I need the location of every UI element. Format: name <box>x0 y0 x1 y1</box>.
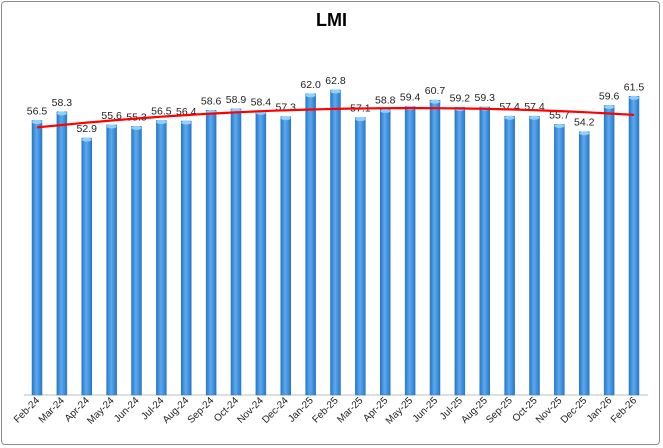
data-label: 59.2 <box>450 92 471 104</box>
data-label: 59.3 <box>475 92 496 104</box>
bar-Feb-25 <box>330 89 341 396</box>
bar-Aug-24 <box>181 120 192 396</box>
bar-Jun-25 <box>429 99 441 396</box>
data-label: 59.4 <box>400 91 421 103</box>
data-label: 55.6 <box>101 110 122 122</box>
bar-Dec-24 <box>280 116 291 396</box>
data-label: 56.5 <box>27 106 48 118</box>
data-label: 58.6 <box>201 95 222 107</box>
x-tick-label: Sep-25 <box>484 395 515 426</box>
x-tick-label: Jun-25 <box>411 395 441 425</box>
data-label: 58.8 <box>375 94 396 106</box>
bar-cap <box>305 93 316 98</box>
x-tick-label: Dec-25 <box>559 395 590 426</box>
bar-cap <box>106 124 117 129</box>
bar-cap <box>181 120 192 125</box>
data-label: 52.9 <box>77 123 98 135</box>
x-tick-label: Sep-24 <box>186 395 217 426</box>
data-label: 58.3 <box>52 97 73 109</box>
bar-cap <box>579 131 590 136</box>
bar-Apr-24 <box>81 137 92 396</box>
x-tick-label: May-25 <box>384 395 416 427</box>
bar-cap <box>330 89 341 94</box>
x-tick-label: Aug-25 <box>459 395 490 426</box>
bar-Nov-25 <box>554 124 565 396</box>
bar-Nov-24 <box>255 111 267 396</box>
bar-Jan-25 <box>305 93 316 396</box>
x-tick-label: Feb-24 <box>12 395 42 425</box>
x-tick-label: Nov-25 <box>534 395 565 426</box>
bar-cap <box>81 137 92 142</box>
bar-Dec-25 <box>579 131 590 396</box>
data-label: 59.6 <box>599 91 620 103</box>
bar-May-24 <box>106 124 117 396</box>
bar-Feb-24 <box>31 120 43 396</box>
bar-Sep-24 <box>205 110 217 396</box>
bar-cap <box>131 125 142 130</box>
data-label: 54.2 <box>574 117 595 129</box>
x-tick-label: Feb-25 <box>310 395 340 425</box>
bar-Sep-25 <box>504 115 515 396</box>
bar-Mar-24 <box>56 111 68 396</box>
bar-cap <box>554 123 565 128</box>
x-tick-label: Nov-24 <box>235 395 266 426</box>
bar-Apr-25 <box>380 109 391 396</box>
bar-cap <box>355 117 366 122</box>
bar-Mar-25 <box>355 117 366 396</box>
bar-Jan-26 <box>603 105 615 396</box>
data-label: 62.8 <box>325 75 346 87</box>
bar-cap <box>380 108 391 113</box>
bar-Feb-26 <box>628 96 640 396</box>
data-label: 58.4 <box>251 96 272 108</box>
bar-cap <box>56 111 67 116</box>
data-label: 62.0 <box>300 79 321 91</box>
bar-cap <box>156 120 167 125</box>
trendline <box>36 107 635 129</box>
data-label: 56.5 <box>151 106 172 118</box>
bar-Jun-24 <box>131 126 142 396</box>
x-tick-label: Dec-24 <box>260 395 291 426</box>
data-label: 55.7 <box>549 109 570 121</box>
bar-cap <box>604 105 615 110</box>
x-tick-label: Feb-26 <box>609 395 639 425</box>
bar-cap <box>529 115 540 120</box>
data-label: 57.3 <box>276 102 297 114</box>
bar-May-25 <box>404 106 416 396</box>
bar-Aug-25 <box>479 106 490 396</box>
bar-Oct-24 <box>230 108 242 396</box>
bar-Jul-25 <box>454 107 466 396</box>
x-tick-label: Jun-24 <box>112 395 142 425</box>
bar-cap <box>280 116 291 121</box>
bar-Jul-24 <box>156 120 167 396</box>
data-label: 60.7 <box>425 85 446 97</box>
data-label: 58.9 <box>226 94 247 106</box>
data-label: 57.4 <box>499 101 520 113</box>
bar-Oct-25 <box>529 115 540 396</box>
x-tick-label: Aug-24 <box>161 395 192 426</box>
x-tick-label: Mar-24 <box>37 395 67 425</box>
bar-cap <box>629 95 639 100</box>
x-tick-label: Mar-25 <box>335 395 365 425</box>
bar-cap <box>430 99 440 104</box>
bar-cap <box>32 120 42 125</box>
bar-cap <box>504 115 515 120</box>
x-tick-label: May-24 <box>85 395 117 427</box>
chart-title: LMI <box>316 10 347 30</box>
data-label: 61.5 <box>624 81 645 93</box>
